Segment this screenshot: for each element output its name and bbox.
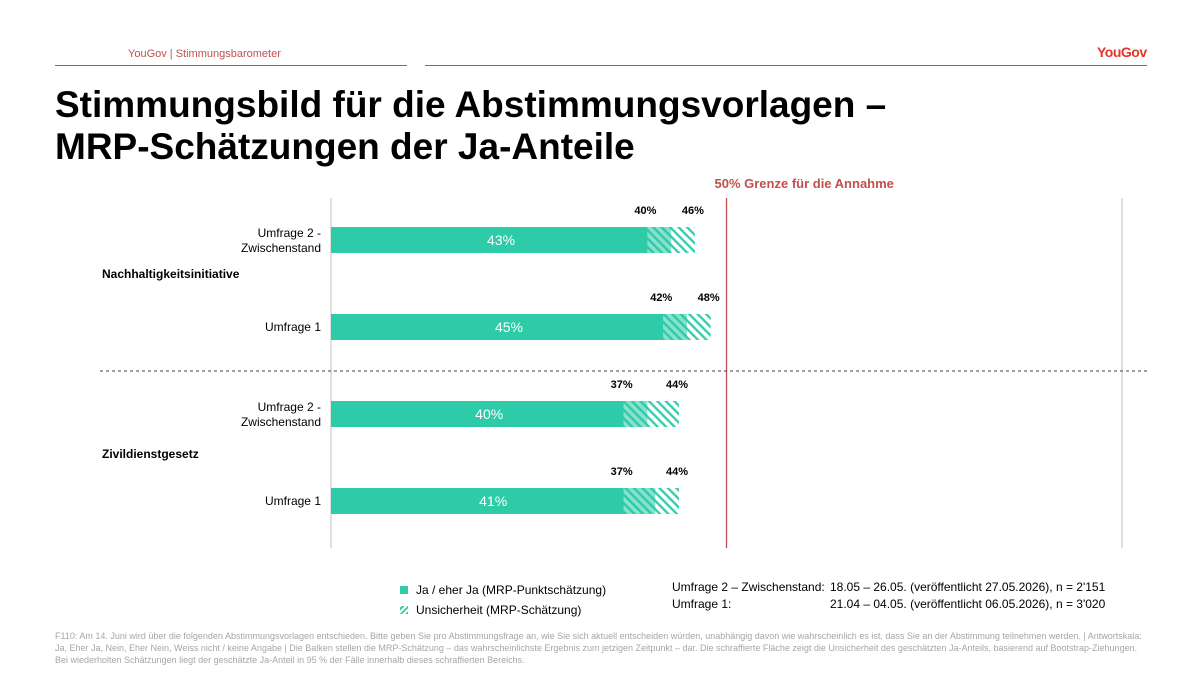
bar-category-label: Umfrage 1 [265, 320, 321, 334]
bar-uncertainty-overlap [623, 488, 656, 514]
bar-low-label: 42% [650, 292, 672, 304]
legend-swatch-solid [400, 586, 408, 594]
bar-low-label: 37% [611, 379, 633, 391]
title-line-1: Stimmungsbild für die Abstimmungsvorlage… [55, 84, 887, 125]
title-line-2: MRP-Schätzungen der Ja-Anteile [55, 126, 635, 167]
bar-category-label: Zwischenstand [241, 415, 321, 429]
survey-note-value: 18.05 – 26.05. (veröffentlicht 27.05.202… [830, 580, 1106, 594]
legend-swatch-hatch [400, 606, 408, 614]
bar-category-label: Umfrage 2 - [258, 226, 321, 240]
survey-note-row: Umfrage 1: 21.04 – 04.05. (veröffentlich… [672, 597, 1105, 614]
yougov-logo: YouGov [1097, 44, 1147, 60]
bar-low-label: 40% [634, 205, 656, 217]
bar-category-label: Umfrage 1 [265, 494, 321, 508]
bar-value-label: 41% [479, 493, 507, 509]
bar-value-label: 43% [487, 232, 515, 248]
threshold-label: 50% Grenze für die Annahme [715, 176, 894, 191]
bar-uncertainty-overlap [663, 314, 687, 340]
legend-item-point-estimate: Ja / eher Ja (MRP-Punktschätzung) [400, 580, 606, 600]
bar-value-label: 45% [495, 319, 523, 335]
survey-note-label: Umfrage 1: [672, 597, 732, 611]
bar-point-estimate [331, 314, 687, 340]
legend-label-point-estimate: Ja / eher Ja (MRP-Punktschätzung) [416, 583, 607, 597]
header-rule-left [55, 65, 407, 66]
bar-point-estimate [331, 488, 656, 514]
bar-low-label: 37% [611, 466, 633, 478]
footnote: F110: Am 14. Juni wird über die folgende… [55, 631, 1142, 665]
legend-item-uncertainty: Unsicherheit (MRP-Schätzung) [400, 600, 606, 620]
bar-category-label: Umfrage 2 - [258, 400, 321, 414]
survey-notes: Umfrage 2 – Zwischenstand: 18.05 – 26.05… [672, 580, 1105, 614]
legend-label-uncertainty: Unsicherheit (MRP-Schätzung) [416, 603, 582, 617]
bar-high-label: 48% [698, 292, 720, 304]
group-label: Nachhaltigkeitsinitiative [102, 267, 240, 281]
bar-high-label: 46% [682, 205, 704, 217]
bar-high-label: 44% [666, 379, 688, 391]
bar-category-label: Zwischenstand [241, 241, 321, 255]
bar-high-label: 44% [666, 466, 688, 478]
survey-note-row: Umfrage 2 – Zwischenstand: 18.05 – 26.05… [672, 580, 1105, 597]
bar-point-estimate [331, 401, 648, 427]
bar-uncertainty-overlap [623, 401, 648, 427]
group-label: Zivildienstgesetz [102, 447, 199, 461]
report-source-label: YouGov | Stimmungsbarometer [128, 48, 281, 60]
page-title: Stimmungsbild für die Abstimmungsvorlage… [55, 84, 1155, 168]
bar-uncertainty-overlap [647, 227, 672, 253]
survey-note-value: 21.04 – 04.05. (veröffentlicht 06.05.202… [830, 597, 1106, 611]
header-rule-right [425, 65, 1147, 66]
chart-legend: Ja / eher Ja (MRP-Punktschätzung) Unsich… [400, 580, 606, 620]
survey-note-label: Umfrage 2 – Zwischenstand: [672, 580, 825, 594]
bar-value-label: 40% [475, 406, 503, 422]
bar-point-estimate [331, 227, 672, 253]
